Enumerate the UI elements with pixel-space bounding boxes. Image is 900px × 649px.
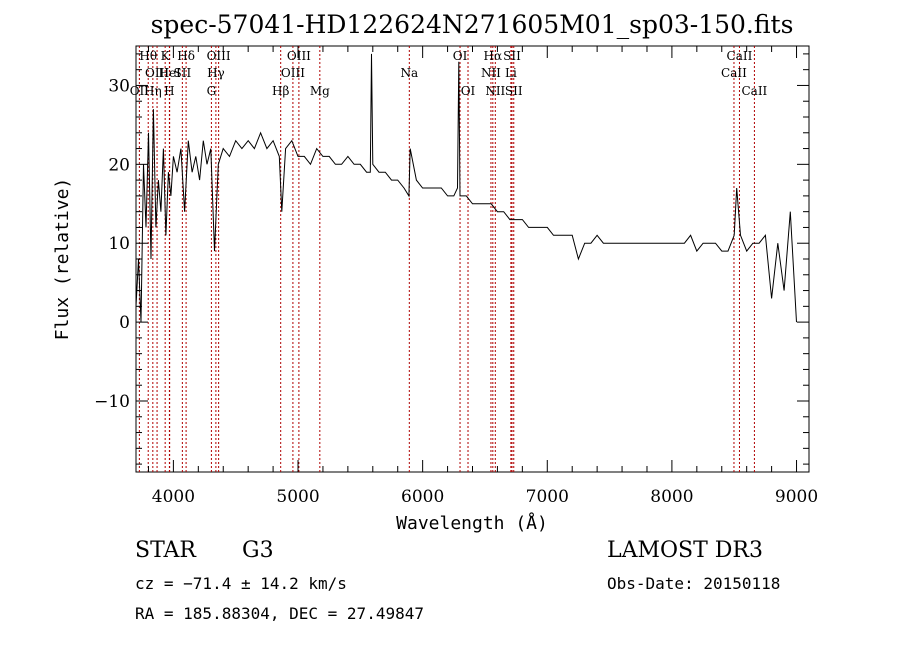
object-class-label: STAR — [135, 538, 196, 563]
spectral-line-label: OII — [130, 84, 150, 98]
spectral-line-label: CaII — [741, 84, 767, 98]
redshift-velocity: cz = −71.4 ± 14.2 km/s — [135, 574, 347, 593]
spectral-line-label: Hγ — [207, 66, 225, 80]
x-tick-label: 7000 — [526, 487, 569, 507]
spectral-line-label: Hβ — [272, 84, 289, 98]
y-axis-label: Flux (relative) — [52, 178, 73, 341]
plot-frame — [135, 45, 810, 473]
spectral-line-label: SII — [503, 49, 521, 63]
spectral-line-label: OIII — [207, 49, 231, 63]
spectral-line-label: OI — [453, 49, 468, 63]
spectral-line-label: HeI — [158, 66, 181, 80]
spectral-line-label: K — [161, 49, 171, 63]
spectral-line-label: H — [164, 84, 174, 98]
spectral-line-label: SII — [505, 84, 523, 98]
spectral-line-label: Hα — [484, 49, 503, 63]
chart-title: spec-57041-HD122624N271605M01_sp03-150.f… — [151, 10, 794, 39]
spectral-line-label: SII — [174, 66, 192, 80]
x-tick-label: 9000 — [775, 487, 818, 507]
spectral-line-label: NII — [481, 66, 501, 80]
spectral-line-label: Na — [400, 66, 418, 80]
spectral-line-label: CaII — [721, 66, 747, 80]
object-subclass: G3 — [242, 538, 274, 563]
y-tick-label: 10 — [108, 234, 130, 254]
x-tick-label: 5000 — [276, 487, 319, 507]
spectral-line-label: NII — [485, 84, 505, 98]
spectral-line-label: Hδ — [177, 49, 195, 63]
y-tick-label: −10 — [94, 392, 130, 412]
spectral-line-label: CaII — [727, 49, 753, 63]
axis-ticks: 4000 5000 6000 7000 8000 9000 −10 0 10 20 30 — [94, 46, 818, 507]
spectral-line-labels: OII Hθ Hη OIII K HeI H Hδ SII OIII Hγ G Hβ OIII OIII Mg… — [130, 49, 768, 98]
y-tick-label: 30 — [108, 76, 130, 96]
observation-date: Obs-Date: 20150118 — [607, 574, 781, 593]
spectral-line-label: G — [207, 84, 217, 98]
spectral-line-label: OI — [461, 84, 476, 98]
y-tick-label: 20 — [108, 155, 130, 175]
x-tick-label: 6000 — [401, 487, 444, 507]
spectral-line-label: OIII — [287, 49, 311, 63]
coordinates: RA = 185.88304, DEC = 27.49847 — [135, 604, 424, 623]
spectral-line-label: Li — [505, 66, 517, 80]
spectral-line-label: Hθ — [139, 49, 157, 63]
spectral-line-label: Hη — [144, 84, 162, 98]
x-axis-label: Wavelength (Å) — [396, 512, 548, 534]
x-tick-label: 4000 — [152, 487, 195, 507]
spectrum-series-line — [135, 53, 797, 323]
spectral-line-label: Mg — [310, 84, 330, 98]
spectral-line-label: OIII — [145, 66, 169, 80]
y-tick-label: 0 — [119, 313, 130, 333]
spectral-line-label: OIII — [281, 66, 305, 80]
spectral-line-markers — [138, 46, 755, 472]
x-tick-label: 8000 — [650, 487, 693, 507]
survey-name: LAMOST DR3 — [607, 538, 763, 563]
